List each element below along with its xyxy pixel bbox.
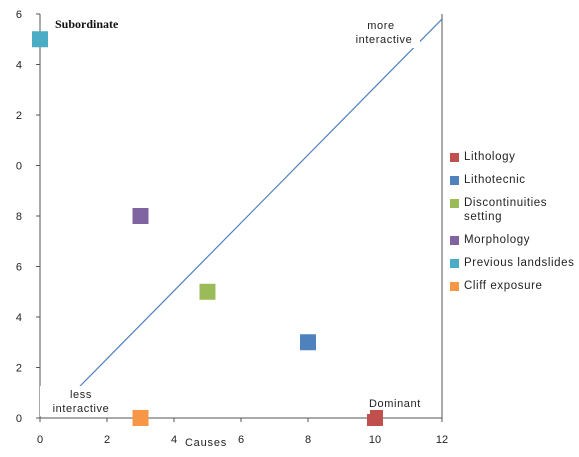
y-tick-label: 0 [16, 161, 22, 173]
x-tick-label: 6 [238, 434, 244, 446]
legend-swatch [450, 199, 459, 208]
annotation-more-interactive: interactive [356, 34, 413, 46]
legend-item: Lithology [450, 150, 575, 164]
y-tick-label: 4 [16, 60, 22, 72]
annotation-less: less [70, 389, 92, 401]
interaction-reference-line [73, 18, 443, 394]
legend-item: Previous landslides [450, 256, 575, 270]
x-tick-label: 12 [436, 434, 448, 446]
legend-label: Cliff exposure [464, 280, 543, 292]
y-tick-label: 6 [16, 262, 22, 274]
x-tick-label: 8 [305, 434, 311, 446]
marker-discontinuities-setting [199, 283, 216, 300]
legend-label: Lithotecnic [464, 174, 526, 186]
x-tick-label: 2 [104, 434, 110, 446]
x-tick-label: 4 [171, 434, 177, 446]
legend-item: Discontinuities setting [450, 196, 575, 224]
more-interactive-label-bg [330, 16, 420, 48]
axes [36, 13, 443, 422]
legend: Lithology Lithotecnic Discontinuities sett… [450, 150, 575, 302]
legend-label: Morphology [464, 234, 531, 246]
x-tick-label: 0 [37, 434, 43, 446]
data-markers [32, 31, 383, 426]
annotation-subordinate: Subordinate [55, 17, 119, 31]
marker-lithology [367, 410, 383, 426]
legend-swatch [450, 153, 459, 162]
less-interactive-label-bg [40, 386, 120, 416]
legend-swatch [450, 236, 459, 245]
legend-label: Previous landslides [464, 257, 575, 269]
x-tick-label: 10 [369, 434, 381, 446]
y-tick-label: 0 [16, 413, 22, 425]
marker-previous-landslides [32, 31, 48, 48]
legend-label: Lithology [464, 151, 516, 163]
legend-item: Morphology [450, 233, 575, 247]
marker-lithotecnic [300, 334, 316, 351]
legend-item: Cliff exposure [450, 279, 575, 293]
marker-morphology [132, 208, 149, 224]
legend-swatch [450, 176, 459, 185]
legend-swatch [450, 282, 459, 291]
legend-swatch [450, 259, 459, 268]
marker-cliff-exposure [132, 410, 149, 426]
y-tick-label: 2 [16, 110, 22, 122]
dominant-label-bg [296, 396, 370, 414]
y-tick-label: 4 [16, 312, 22, 324]
legend-label: Discontinuities setting [464, 197, 548, 223]
annotation-dominant: Dominant [369, 398, 421, 410]
y-tick-label: 2 [16, 363, 22, 375]
annotation-more: more [367, 20, 394, 32]
annotation-less-interactive: interactive [53, 403, 110, 415]
x-axis-label: Causes [185, 437, 227, 449]
y-tick-label: 8 [16, 211, 22, 223]
legend-item: Lithotecnic [450, 173, 575, 187]
tick-labels: 0 2 4 6 8 0 2 4 6 0 2 4 6 8 10 12 [16, 9, 448, 446]
y-tick-label: 6 [16, 9, 22, 21]
